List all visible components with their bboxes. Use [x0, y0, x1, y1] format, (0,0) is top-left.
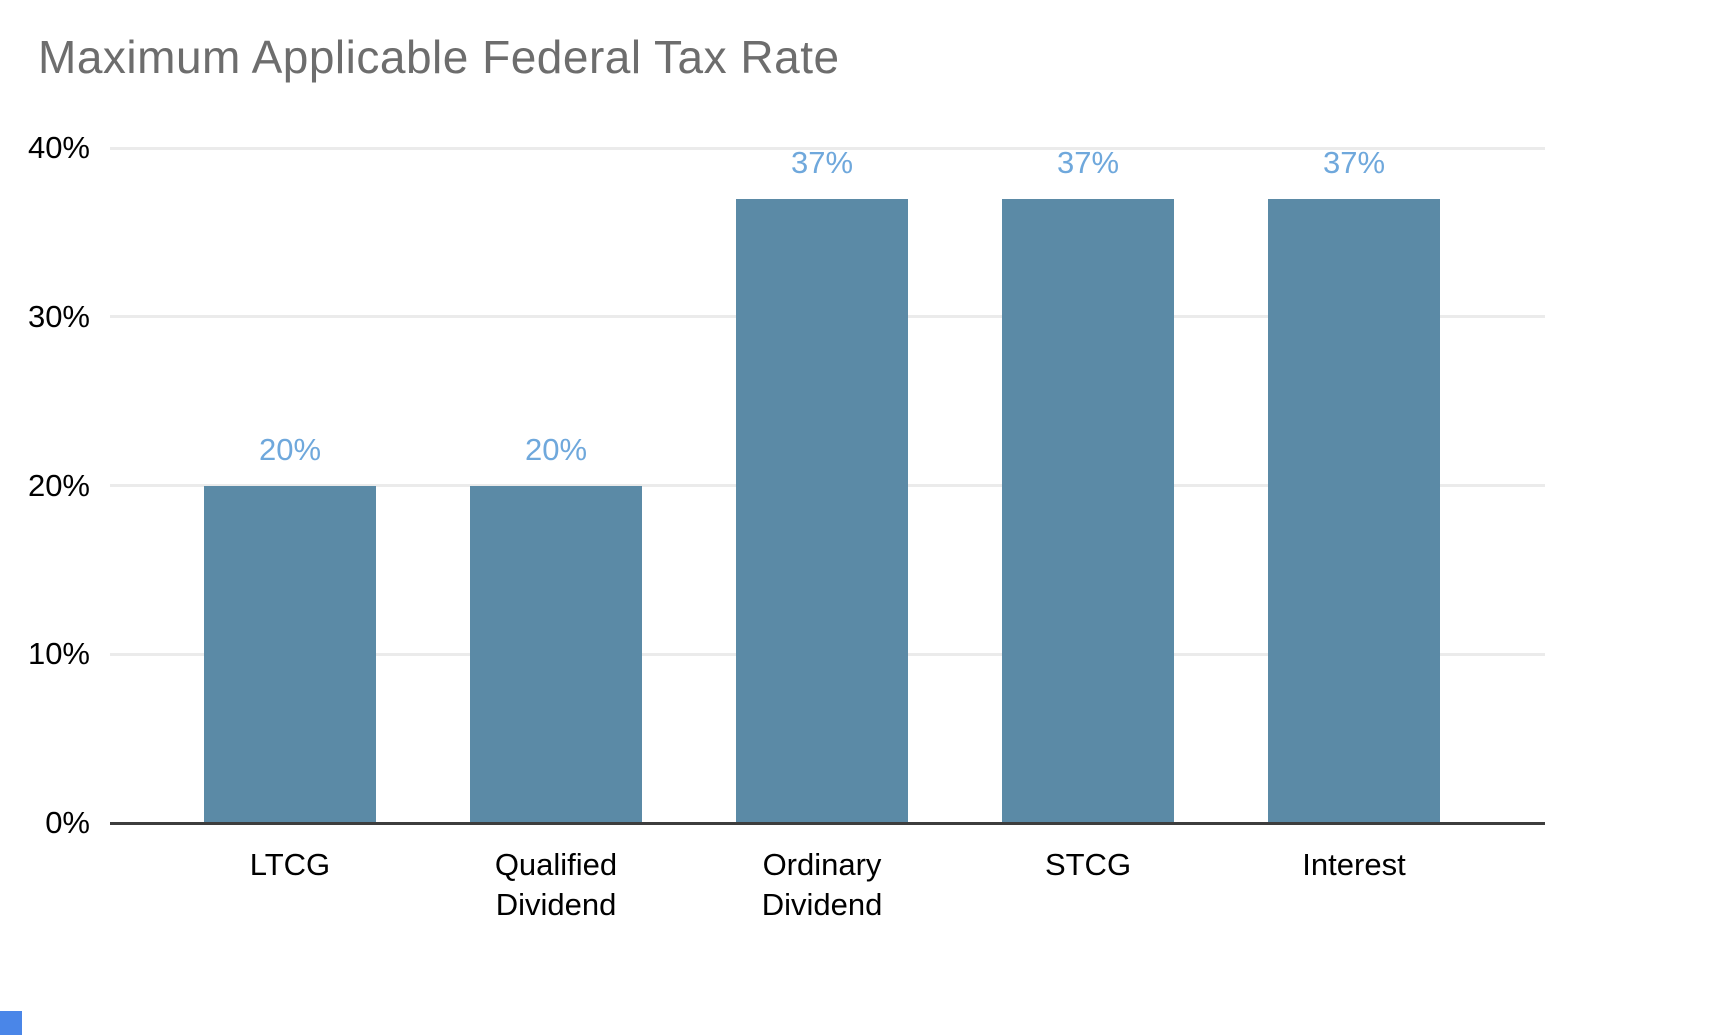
bar-value-label: 37%	[1322, 144, 1386, 180]
gridline	[110, 146, 1545, 150]
bar-value-label: 20%	[258, 431, 322, 467]
bar-value-label: 20%	[524, 431, 588, 467]
x-axis-category-label: STCG	[1044, 847, 1132, 882]
bar-ordinary-dividend	[736, 198, 908, 823]
chart-resize-handle[interactable]	[0, 1011, 22, 1035]
y-axis-tick-label: 20%	[27, 467, 90, 503]
bar-value-label: 37%	[790, 144, 854, 180]
x-axis-category-label: LTCG	[249, 847, 331, 882]
x-axis-baseline	[110, 821, 1545, 825]
bar-value-label: 37%	[1056, 144, 1120, 180]
y-axis-tick-label: 10%	[27, 636, 90, 672]
y-axis-tick-label: 40%	[27, 130, 90, 165]
x-axis-category-label: Qualified Dividend	[494, 847, 618, 923]
y-axis-tick-label: 30%	[27, 298, 90, 334]
bar-qualified-dividend	[470, 485, 642, 823]
bar-stcg	[1002, 198, 1174, 823]
y-axis-tick-label: 0%	[45, 805, 90, 840]
bar-interest	[1268, 198, 1440, 823]
x-axis-category-label: Ordinary Dividend	[761, 847, 883, 923]
bar-ltcg	[204, 485, 376, 823]
chart-title: Maximum Applicable Federal Tax Rate	[38, 31, 840, 83]
x-axis-category-label: Interest	[1302, 847, 1406, 882]
